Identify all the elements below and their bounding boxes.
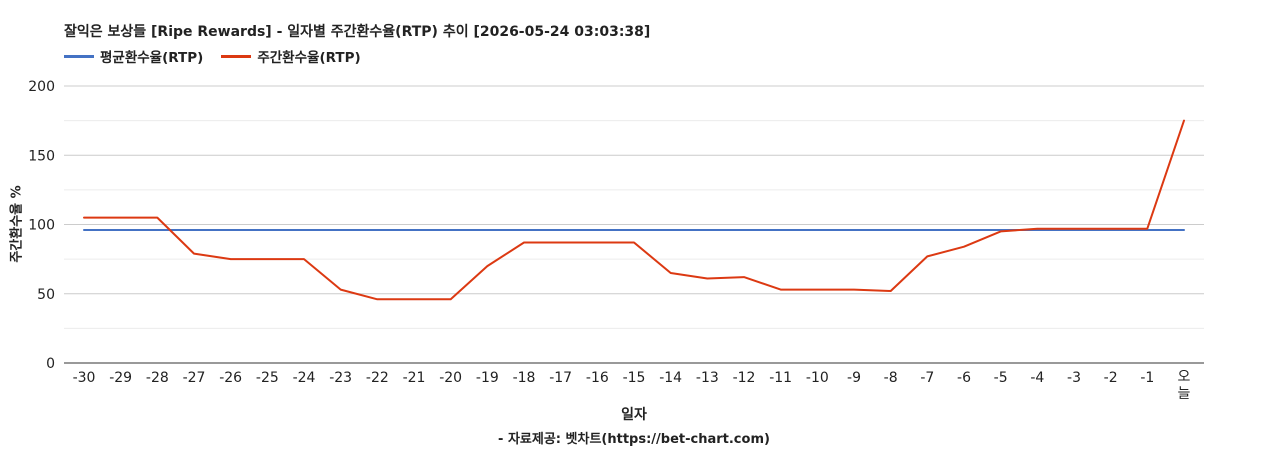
x-tick-label: -29 [109,370,132,386]
legend-label-average: 평균환수율(RTP) [100,50,204,66]
x-tick-label: -30 [73,370,96,386]
legend-item-average[interactable]: 평균환수율(RTP) [64,46,203,66]
x-tick-label: -28 [146,370,169,386]
x-tick-label: -4 [1030,370,1044,386]
x-tick-label: -15 [623,370,646,386]
legend-swatch-average [64,54,94,58]
x-tick-label: -9 [847,370,861,386]
y-tick-label: 0 [46,356,55,372]
x-tick-label: -25 [256,370,279,386]
x-tick-label: -5 [994,370,1008,386]
x-tick-label: -18 [513,370,536,386]
x-tick-label: -1 [1140,370,1154,386]
x-tick-label: -8 [884,370,898,386]
legend: 평균환수율(RTP) 주간환수율(RTP) [64,46,379,66]
chart-title: 잘익은 보상들 [Ripe Rewards] - 일자별 주간환수율(RTP) … [64,24,651,40]
x-tick-label: -12 [733,370,756,386]
x-tick-label: -16 [586,370,609,386]
x-tick-label: -3 [1067,370,1081,386]
x-tick-label: -13 [696,370,719,386]
series-lines [83,119,1185,301]
y-tick-label: 100 [28,218,55,234]
legend-label-weekly: 주간환수율(RTP) [257,50,361,66]
x-tick-label: -20 [439,370,462,386]
x-tick-label: -22 [366,370,389,386]
x-tick-label: -10 [806,370,829,386]
x-tick-label: -24 [293,370,316,386]
legend-swatch-weekly [221,54,252,58]
x-tick-label: -27 [183,370,206,386]
x-tick-label: -6 [957,370,971,386]
x-tick-label: -11 [769,370,792,386]
y-axis-label: 주간환수율 % [9,185,25,263]
series-line-weekly[interactable] [83,119,1185,301]
source-credit: - 자료제공: 벳차트(https://bet-chart.com) [498,432,770,447]
x-tick-label: -26 [219,370,242,386]
x-axis-ticks: -30 -29 -28 -27 -26 -25 -24 -23 -22 -21 -20 -19 -18-… [73,369,1191,402]
y-tick-label: 50 [37,287,55,303]
x-tick-label: -21 [403,370,426,386]
grid [64,85,1204,364]
legend-item-weekly[interactable]: 주간환수율(RTP) [221,46,361,66]
y-tick-label: 150 [28,148,55,164]
y-tick-label: 200 [28,79,55,95]
x-tick-label: -14 [659,370,682,386]
x-tick-label: -2 [1104,370,1118,386]
x-axis-label: 일자 [621,407,647,423]
x-tick-label: -17 [549,370,572,386]
y-axis-ticks: 0 50 100 150 200 [28,79,55,372]
x-tick-label: -7 [920,370,934,386]
x-tick-label: -23 [329,370,352,386]
x-tick-label: -19 [476,370,499,386]
